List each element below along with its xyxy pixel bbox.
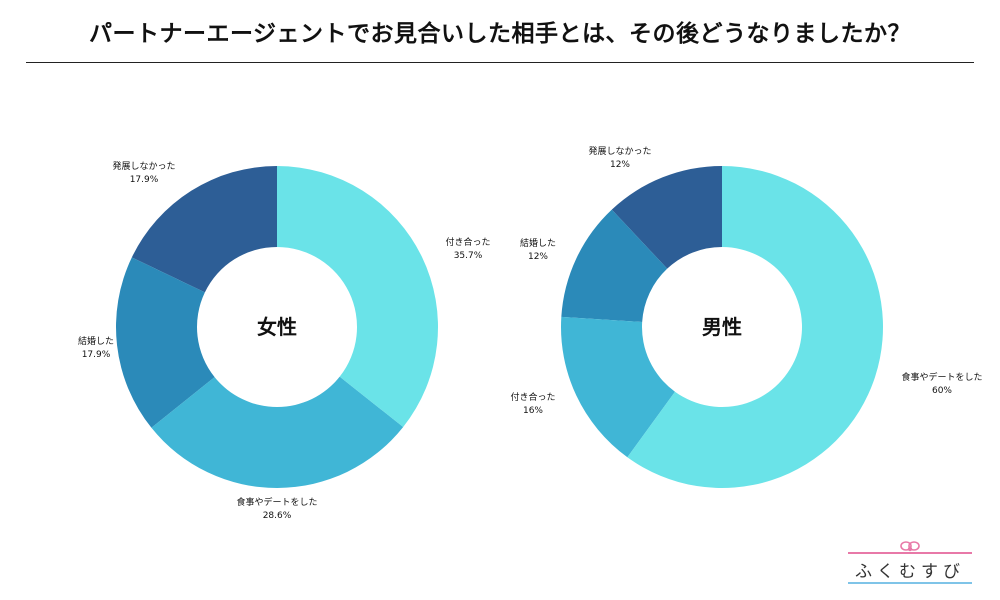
slice-value-label: 17.9% — [130, 175, 159, 185]
slice-category-label: 発展しなかった — [112, 160, 175, 172]
title-divider — [26, 62, 974, 63]
donut-slice-1 — [627, 166, 883, 488]
slice-category-label: 結婚した — [78, 335, 114, 347]
page-title: パートナーエージェントでお見合いした相手とは、その後どうなりましたか？ — [88, 21, 912, 47]
donut-chart-male: 男性 食事やデートをした 60% 付き合った 16% 結婚した 12% 発展しな… — [510, 145, 983, 488]
slice-label-group: 食事やデートをした 28.6% — [236, 496, 317, 521]
slice-category-label: 発展しなかった — [588, 145, 651, 157]
donut-chart-female: 女性 付き合った 35.7% 食事やデートをした 28.6% 結婚した 17.9… — [78, 160, 491, 521]
donut-slice-4 — [131, 166, 277, 293]
slice-category-label: 付き合った — [445, 236, 490, 248]
logo-top-line — [848, 552, 972, 554]
slice-value-label: 16% — [523, 406, 543, 416]
slice-label-group: 付き合った 16% — [510, 391, 555, 416]
slice-value-label: 17.9% — [82, 350, 111, 360]
brand-logo: ふくむすび — [848, 540, 972, 586]
slice-label-group: 食事やデートをした 60% — [901, 371, 982, 396]
donut-slice-1 — [277, 166, 438, 427]
slice-value-label: 60% — [932, 386, 952, 396]
slice-category-label: 食事やデートをした — [236, 496, 317, 508]
chart-center-label: 女性 — [257, 315, 297, 339]
slice-value-label: 12% — [528, 252, 548, 262]
knot-icon — [900, 541, 920, 552]
logo-text: ふくむすび — [855, 562, 965, 582]
slice-value-label: 28.6% — [263, 511, 292, 521]
slice-label-group: 発展しなかった 12% — [588, 145, 651, 170]
slice-label-group: 結婚した 12% — [520, 237, 556, 262]
donut-slice-2 — [561, 316, 675, 458]
donut-slice-4 — [611, 166, 722, 269]
slice-label-group: 付き合った 35.7% — [445, 236, 490, 261]
slice-category-label: 結婚した — [520, 237, 556, 249]
slice-label-group: 結婚した 17.9% — [78, 335, 114, 360]
slice-value-label: 35.7% — [454, 251, 483, 261]
slice-category-label: 食事やデートをした — [901, 371, 982, 383]
slice-value-label: 12% — [610, 160, 630, 170]
logo-bottom-line — [848, 582, 972, 584]
donut-slice-3 — [115, 257, 215, 428]
slice-category-label: 付き合った — [510, 391, 555, 403]
donut-slice-2 — [151, 376, 404, 488]
slice-label-group: 発展しなかった 17.9% — [112, 160, 175, 185]
donut-slice-3 — [561, 209, 668, 322]
chart-center-label: 男性 — [702, 315, 742, 339]
